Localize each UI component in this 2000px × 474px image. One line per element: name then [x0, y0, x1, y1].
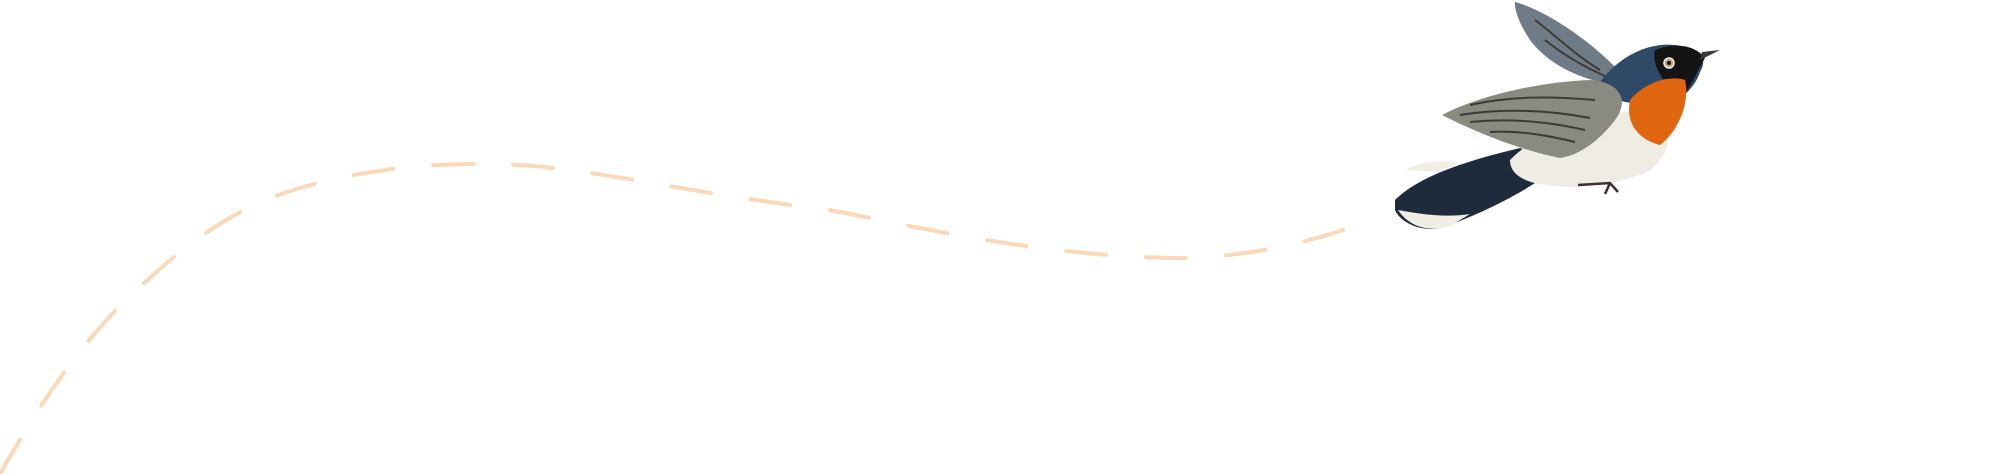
dashed-flight-path [0, 162, 1354, 474]
bird-tail-tips [1398, 161, 1470, 229]
bird-legs [1577, 181, 1619, 195]
flying-bird-icon [1395, 2, 1720, 229]
bird-pupil [1667, 61, 1671, 65]
bird-wing-feathers [1459, 19, 1606, 143]
bird-throat [1629, 78, 1687, 145]
bird-beak [1700, 50, 1720, 60]
bird-upper-wing [1514, 2, 1620, 82]
bird-body [1510, 111, 1669, 187]
